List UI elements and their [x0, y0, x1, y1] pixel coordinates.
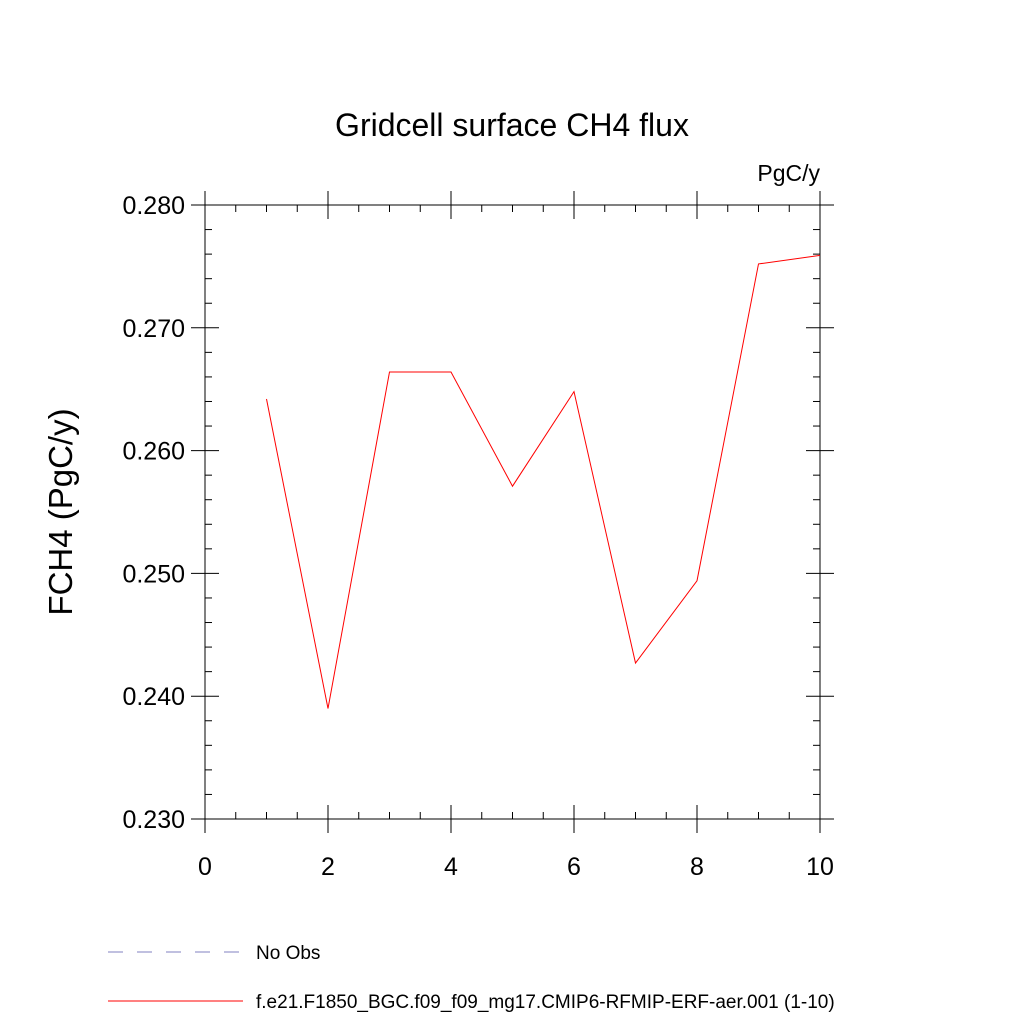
tick-labels: 0 2 4 6 8 10 0.230 0.240 0.250 0.260 0.270 0.280	[122, 192, 833, 881]
legend-label: No Obs	[256, 943, 320, 964]
y-tick-label: 0.270	[122, 315, 185, 343]
x-tick-label: 0	[198, 853, 212, 881]
y-tick-label: 0.240	[122, 683, 185, 711]
x-tick-label: 2	[321, 853, 335, 881]
legend: No Obs f.e21.F1850_BGC.f09_f09_mg17.CMIP6…	[108, 943, 835, 1013]
plot-frame	[204, 204, 821, 820]
y-tick-label: 0.260	[122, 438, 185, 466]
axis-ticks	[191, 191, 834, 833]
x-tick-label: 10	[806, 853, 834, 881]
series-line	[266, 254, 821, 709]
y-tick-label: 0.230	[122, 806, 185, 834]
x-tick-label: 6	[567, 853, 581, 881]
series-group	[266, 254, 821, 709]
y-axis-label: FCH4 (PgC/y)	[42, 408, 79, 615]
x-tick-label: 8	[690, 853, 704, 881]
y-tick-label: 0.250	[122, 560, 185, 588]
y-tick-label: 0.280	[122, 192, 185, 220]
legend-label: f.e21.F1850_BGC.f09_f09_mg17.CMIP6-RFMIP…	[256, 992, 835, 1013]
x-tick-label: 4	[444, 853, 458, 881]
units-label: PgC/y	[757, 160, 820, 186]
chart-title: Gridcell surface CH4 flux	[335, 107, 689, 143]
